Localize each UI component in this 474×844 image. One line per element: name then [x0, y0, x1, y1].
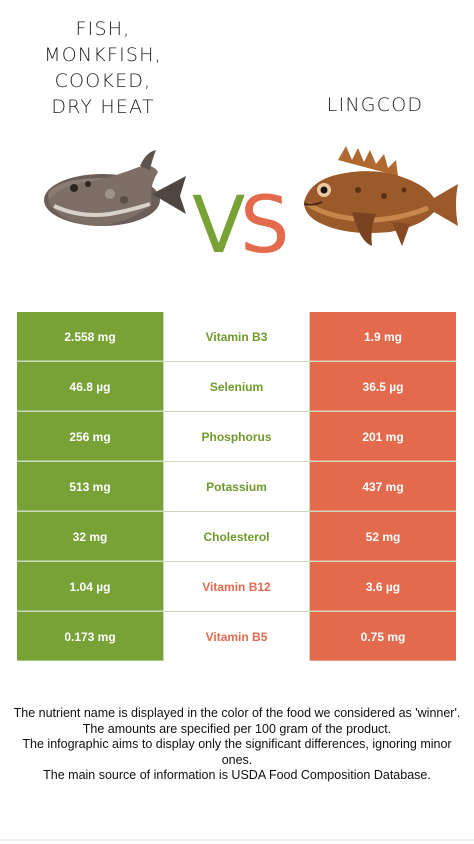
left-title-line: DRY HEAT: [51, 96, 155, 118]
left-title-line: FISH,: [75, 18, 131, 40]
monkfish-image: [44, 150, 186, 226]
right-value: 3.6 µg: [310, 562, 456, 611]
table-row: 1.04 µg Vitamin B12 3.6 µg: [17, 562, 456, 612]
footer-line: The amounts are specified per 100 gram o…: [82, 721, 392, 736]
right-food-title: LINGCOD: [326, 94, 424, 116]
left-value: 2.558 mg: [17, 312, 163, 361]
nutrient-name: Selenium: [163, 362, 310, 411]
left-value: 32 mg: [17, 512, 163, 561]
table-row: 32 mg Cholesterol 52 mg: [17, 512, 456, 562]
lingcod-image: [303, 146, 458, 246]
comparison-table: 2.558 mg Vitamin B3 1.9 mg 46.8 µg Selen…: [17, 312, 456, 661]
vs-s: S: [240, 186, 290, 256]
vs-logo: V S: [192, 186, 290, 256]
table-row: 2.558 mg Vitamin B3 1.9 mg: [17, 312, 456, 362]
nutrient-name: Phosphorus: [163, 412, 310, 461]
left-value: 46.8 µg: [17, 362, 163, 411]
right-value: 0.75 mg: [310, 612, 456, 661]
left-title-line: COOKED,: [54, 70, 152, 92]
left-value: 513 mg: [17, 462, 163, 511]
nutrient-name: Vitamin B12: [163, 562, 310, 611]
nutrient-name: Potassium: [163, 462, 310, 511]
left-value: 1.04 µg: [17, 562, 163, 611]
table-row: 46.8 µg Selenium 36.5 µg: [17, 362, 456, 412]
table-row: 0.173 mg Vitamin B5 0.75 mg: [17, 612, 456, 661]
right-value: 437 mg: [310, 462, 456, 511]
right-value: 52 mg: [310, 512, 456, 561]
footer-line: The main source of information is USDA F…: [43, 768, 431, 782]
vs-v: V: [192, 186, 245, 256]
left-value: 0.173 mg: [17, 612, 163, 661]
table-row: 513 mg Potassium 437 mg: [17, 462, 456, 512]
left-value: 256 mg: [17, 412, 163, 461]
footer-notes: The nutrient name is displayed in the co…: [10, 706, 464, 784]
right-value: 201 mg: [310, 412, 456, 461]
right-value: 36.5 µg: [310, 362, 456, 411]
nutrient-name: Vitamin B3: [163, 312, 310, 361]
right-value: 1.9 mg: [310, 312, 456, 361]
left-title-line: MONKFISH,: [44, 44, 162, 66]
footer-line: The infographic aims to display only the…: [22, 737, 452, 767]
nutrient-name: Cholesterol: [163, 512, 310, 561]
bottom-divider: [0, 839, 474, 841]
footer-line: The nutrient name is displayed in the co…: [13, 706, 461, 720]
nutrient-name: Vitamin B5: [163, 612, 310, 661]
left-food-title: FISH, MONKFISH, COOKED, DRY HEAT: [18, 16, 188, 120]
table-row: 256 mg Phosphorus 201 mg: [17, 412, 456, 462]
